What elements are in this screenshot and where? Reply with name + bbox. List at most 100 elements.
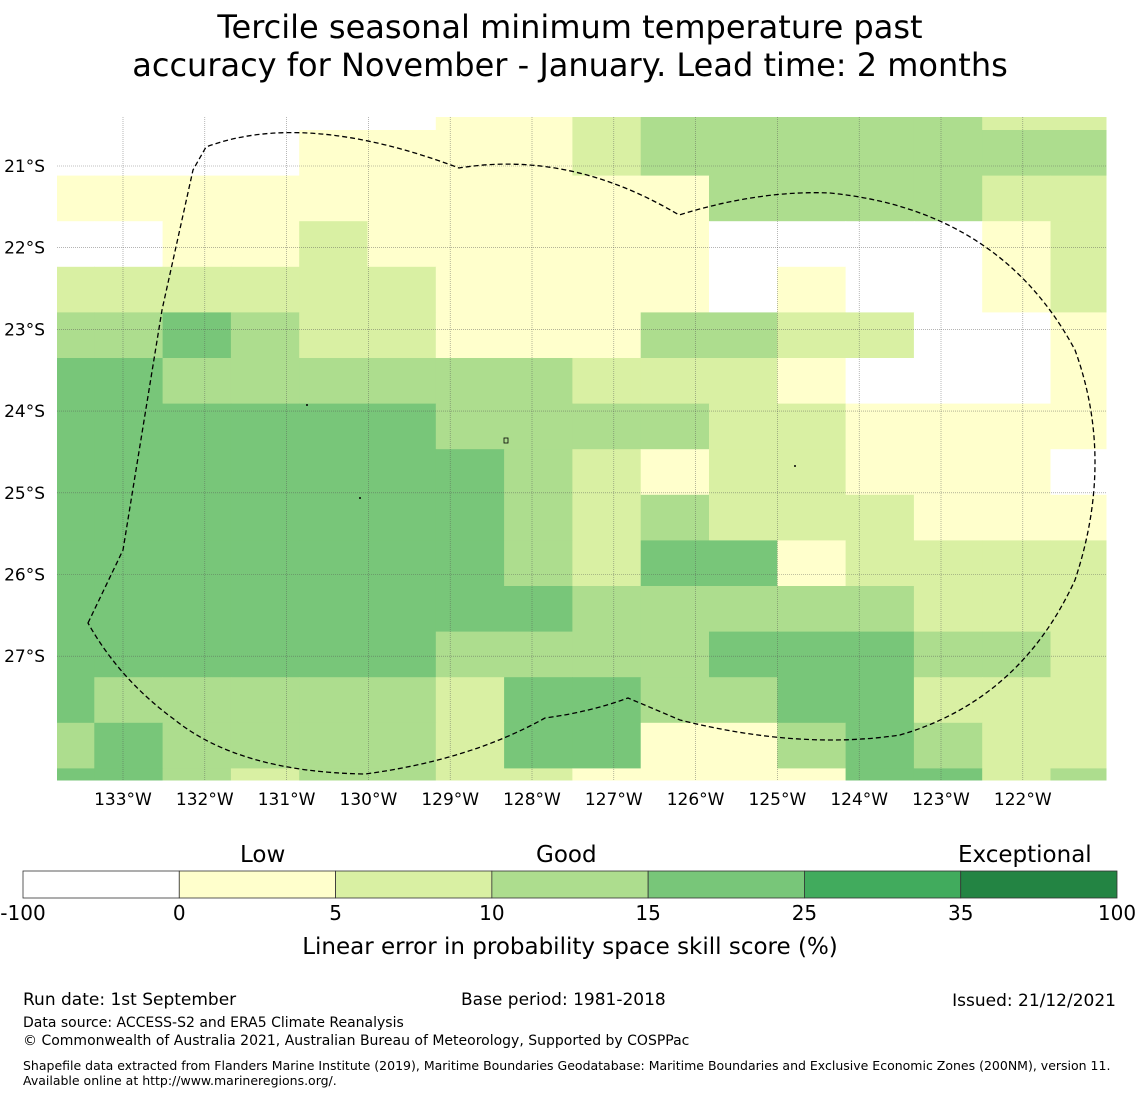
grid-cell bbox=[57, 130, 95, 177]
grid-cell bbox=[1050, 494, 1107, 541]
grid-cell bbox=[982, 586, 1051, 633]
grid-cell bbox=[709, 221, 778, 268]
grid-cell bbox=[504, 175, 573, 222]
grid-cell bbox=[57, 312, 95, 359]
grid-cell bbox=[230, 117, 300, 131]
grid-cell bbox=[57, 586, 95, 633]
grid-cell bbox=[913, 631, 983, 678]
grid-cell bbox=[504, 631, 573, 678]
grid-cell bbox=[162, 175, 232, 222]
grid-cell bbox=[913, 312, 983, 359]
grid-cell bbox=[982, 117, 1051, 131]
grid-cell bbox=[572, 586, 642, 633]
grid-cell bbox=[94, 175, 164, 222]
latitude-tick-label: 25°S bbox=[4, 484, 45, 504]
grid-cell bbox=[162, 631, 232, 678]
grid-cell bbox=[913, 266, 983, 313]
colorbar-tick-label: 25 bbox=[792, 901, 817, 925]
latitude-tick-label: 27°S bbox=[4, 647, 45, 667]
grid-cell bbox=[572, 722, 642, 769]
grid-cell bbox=[572, 312, 642, 359]
grid-cell bbox=[709, 540, 778, 587]
colorbar-segment bbox=[960, 870, 1118, 899]
grid-cell bbox=[367, 722, 437, 769]
latitude-tick-label: 24°S bbox=[4, 402, 45, 422]
grid-cell bbox=[57, 266, 95, 313]
grid-cell bbox=[94, 130, 164, 177]
longitude-tick-label: 129°W bbox=[421, 790, 479, 810]
grid-cell bbox=[1050, 312, 1107, 359]
grid-cell bbox=[504, 358, 573, 405]
grid-cell bbox=[845, 586, 915, 633]
longitude-tick-label: 125°W bbox=[749, 790, 807, 810]
grid-cell bbox=[1050, 677, 1107, 724]
longitude-tick-label: 130°W bbox=[340, 790, 398, 810]
grid-cell bbox=[504, 312, 573, 359]
grid-cell bbox=[504, 130, 573, 177]
grid-cell bbox=[982, 130, 1051, 177]
grid-cell bbox=[913, 117, 983, 131]
grid-cell bbox=[845, 722, 915, 769]
grid-cell bbox=[640, 768, 710, 781]
grid-cell bbox=[162, 358, 232, 405]
grid-cell bbox=[982, 449, 1051, 496]
grid-cell bbox=[1050, 358, 1107, 405]
grid-cell bbox=[299, 117, 368, 131]
longitude-tick-label: 132°W bbox=[176, 790, 234, 810]
grid-cell bbox=[1050, 631, 1107, 678]
grid-cell bbox=[777, 677, 847, 724]
grid-cell bbox=[1050, 117, 1107, 131]
latitude-tick-labels: 21°S 22°S 23°S 24°S 25°S 26°S 27°S bbox=[4, 157, 45, 667]
grid-cell bbox=[94, 768, 164, 781]
grid-cell bbox=[845, 677, 915, 724]
grid-cell bbox=[982, 403, 1051, 450]
colorbar-category-low: Low bbox=[240, 842, 286, 868]
grid-cell bbox=[572, 494, 642, 541]
grid-cell bbox=[845, 403, 915, 450]
latitude-tick-label: 23°S bbox=[4, 320, 45, 340]
grid-cell bbox=[94, 722, 164, 769]
grid-cell bbox=[57, 403, 95, 450]
grid-cell bbox=[299, 768, 368, 781]
grid-cell bbox=[504, 449, 573, 496]
grid-cell bbox=[913, 768, 983, 781]
grid-cell bbox=[709, 403, 778, 450]
grid-cell bbox=[777, 403, 847, 450]
grid-cell bbox=[982, 768, 1051, 781]
grid-cell bbox=[367, 540, 437, 587]
grid-cell bbox=[640, 722, 710, 769]
grid-cell bbox=[230, 130, 300, 177]
map-title-line-1: Tercile seasonal minimum temperature pas… bbox=[217, 8, 923, 46]
grid-cell bbox=[299, 175, 368, 222]
grid-cell bbox=[230, 586, 300, 633]
grid-cell bbox=[94, 631, 164, 678]
grid-cell bbox=[845, 494, 915, 541]
grid-cell bbox=[640, 449, 710, 496]
grid-cell bbox=[709, 631, 778, 678]
colorbar-category-exceptional: Exceptional bbox=[958, 842, 1092, 868]
grid-cell bbox=[640, 358, 710, 405]
colorbar-segment bbox=[491, 870, 649, 899]
colorbar-tick-label: 100 bbox=[1098, 901, 1136, 925]
grid-cell bbox=[435, 266, 505, 313]
grid-cell bbox=[162, 677, 232, 724]
grid-cell bbox=[367, 117, 437, 131]
grid-cell bbox=[367, 358, 437, 405]
grid-cell bbox=[845, 358, 915, 405]
grid-cell bbox=[982, 631, 1051, 678]
grid-cell bbox=[709, 768, 778, 781]
grid-cell bbox=[367, 494, 437, 541]
grid-cell bbox=[709, 586, 778, 633]
grid-cell bbox=[367, 312, 437, 359]
grid-cell bbox=[845, 768, 915, 781]
grid-cell bbox=[982, 312, 1051, 359]
grid-cell bbox=[709, 130, 778, 177]
grid-cell bbox=[640, 403, 710, 450]
latitude-tick-label: 21°S bbox=[4, 157, 45, 177]
grid-cell bbox=[640, 175, 710, 222]
grid-cell bbox=[845, 312, 915, 359]
colorbar-segment bbox=[647, 870, 805, 899]
grid-cell bbox=[230, 175, 300, 222]
eez-boundary bbox=[87, 131, 1096, 775]
grid-cell bbox=[162, 117, 232, 131]
